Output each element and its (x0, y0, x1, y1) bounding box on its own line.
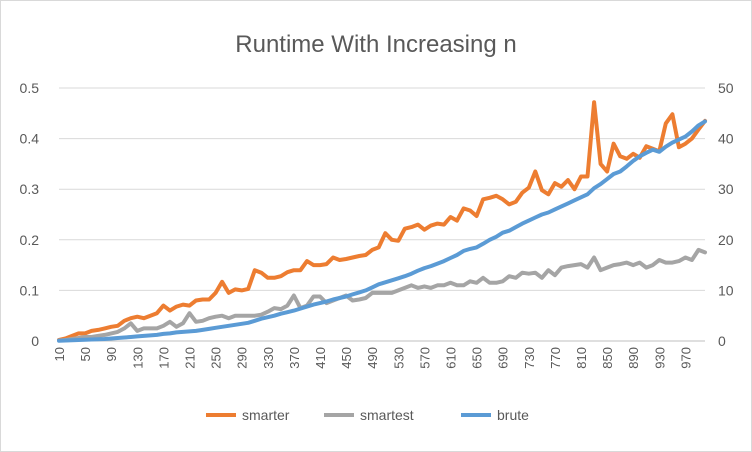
gridlines (59, 87, 705, 342)
x-tick-label: 90 (104, 347, 119, 361)
right-tick-label: 10 (718, 282, 734, 298)
x-tick-label: 10 (52, 347, 67, 361)
legend-label-smarter: smarter (242, 407, 290, 423)
x-tick-label: 450 (339, 347, 354, 369)
right-tick-label: 40 (718, 131, 734, 147)
left-tick-label: 0 (31, 333, 39, 349)
x-tick-label: 970 (678, 347, 693, 369)
right-tick-label: 30 (718, 181, 734, 197)
legend-label-brute: brute (497, 407, 529, 423)
x-tick-label: 770 (548, 347, 563, 369)
x-tick-label: 370 (287, 347, 302, 369)
series-line-brute (57, 119, 707, 343)
x-tick-label: 850 (600, 347, 615, 369)
series-line-smartest (57, 247, 707, 343)
x-tick-label: 690 (496, 347, 511, 369)
left-tick-label: 0.1 (20, 282, 40, 298)
x-tick-label: 570 (417, 347, 432, 369)
x-tick-label: 730 (522, 347, 537, 369)
x-tick-label: 930 (652, 347, 667, 369)
left-tick-label: 0.3 (20, 181, 40, 197)
legend-label-smartest: smartest (360, 407, 414, 423)
x-tick-label: 170 (156, 347, 171, 369)
series-lines (57, 100, 707, 343)
left-y-axis: 0 0.1 0.2 0.3 0.4 0.5 (20, 80, 40, 349)
x-tick-label: 330 (261, 347, 276, 369)
x-tick-label: 50 (78, 347, 93, 361)
x-tick-label: 410 (313, 347, 328, 369)
right-tick-label: 20 (718, 232, 734, 248)
left-tick-label: 0.2 (20, 232, 40, 248)
x-tick-label: 890 (626, 347, 641, 369)
left-tick-label: 0.5 (20, 80, 40, 96)
x-tick-label: 610 (444, 347, 459, 369)
legend: smarter smartest brute (206, 407, 529, 423)
x-tick-label: 490 (365, 347, 380, 369)
series-line-smarter (57, 100, 707, 342)
x-tick-label: 650 (470, 347, 485, 369)
x-tick-label: 130 (130, 347, 145, 369)
x-tick-label: 810 (574, 347, 589, 369)
chart-title: Runtime With Increasing n (235, 31, 516, 58)
right-y-axis: 0 10 20 30 40 50 (718, 80, 734, 349)
x-tick-label: 250 (209, 347, 224, 369)
x-tick-label: 290 (235, 347, 250, 369)
left-tick-label: 0.4 (20, 131, 40, 147)
x-tick-label: 210 (183, 347, 198, 369)
x-axis: 10 50 90 130 170 210 250 290 330 370 410 450 490 530 5… (52, 347, 693, 369)
x-tick-label: 530 (391, 347, 406, 369)
right-tick-label: 0 (718, 333, 726, 349)
right-tick-label: 50 (718, 80, 734, 96)
